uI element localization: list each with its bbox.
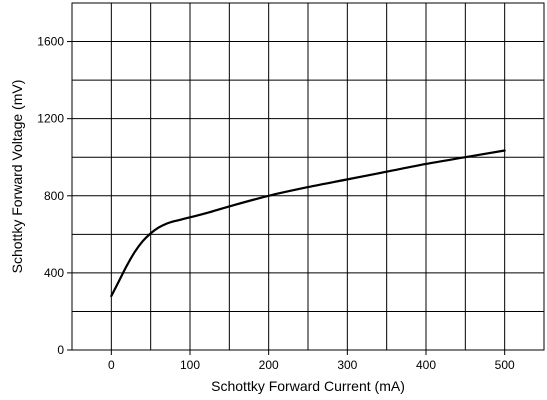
series-line [110, 149, 506, 298]
x-tick-label: 500 [495, 358, 515, 372]
x-tick-label: 400 [416, 358, 436, 372]
x-tick-label: 200 [259, 358, 279, 372]
y-tick-label: 1600 [37, 35, 64, 49]
x-axis-label: Schottky Forward Current (mA) [211, 378, 405, 394]
y-tick-label: 0 [57, 343, 64, 357]
x-tick-labels: 0 100 200 300 400 500 [108, 350, 515, 372]
x-tick-label: 100 [180, 358, 200, 372]
y-tick-labels: 0 400 800 1200 1600 [37, 35, 72, 357]
y-tick-label: 800 [44, 189, 64, 203]
grid [71, 2, 545, 351]
x-tick-label: 300 [337, 358, 357, 372]
y-tick-label: 1200 [37, 112, 64, 126]
y-tick-label: 400 [44, 266, 64, 280]
series [110, 149, 506, 298]
y-axis-label: Schottky Forward Voltage (mV) [9, 80, 25, 274]
plot-frame [71, 2, 545, 351]
x-tick-label: 0 [108, 358, 115, 372]
